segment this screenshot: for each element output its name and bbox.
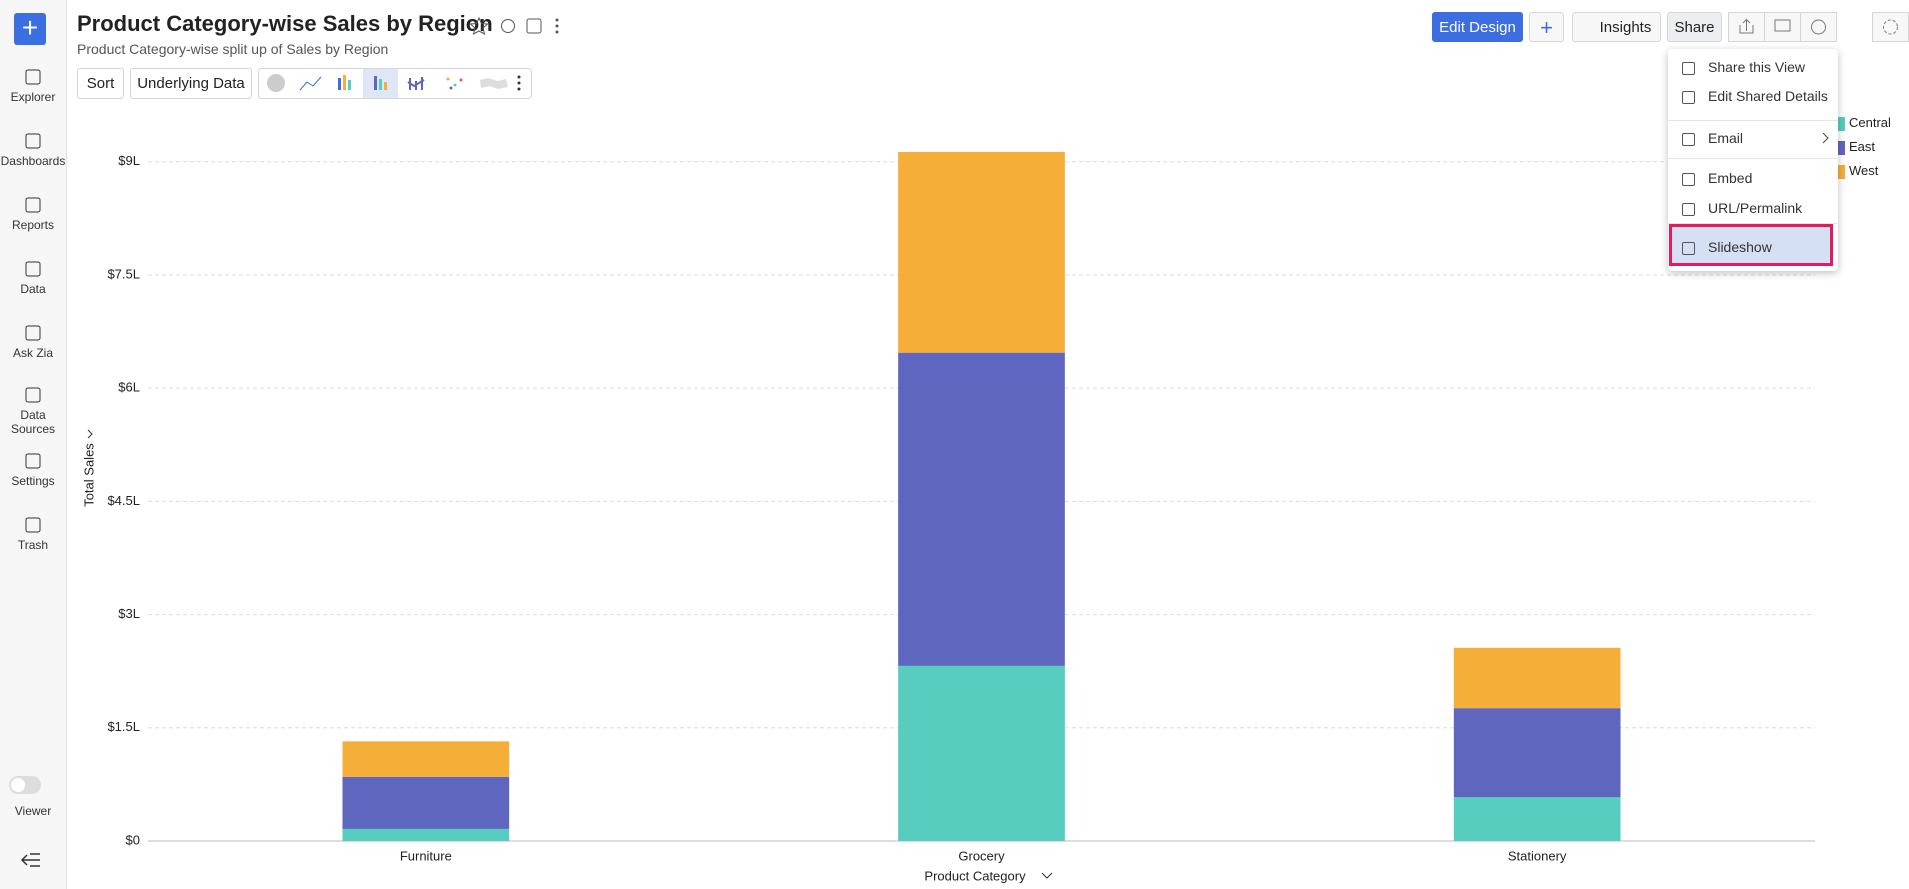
x-tick-label: Furniture	[400, 848, 452, 863]
menu-icon	[1682, 91, 1695, 104]
menu-icon	[1682, 62, 1695, 75]
viewer-toggle[interactable]	[9, 776, 41, 794]
sidebar-icon	[25, 325, 41, 341]
sidebar-icon	[25, 197, 41, 213]
menu-item[interactable]: Edit Shared Details	[1708, 88, 1828, 104]
bar-segment[interactable]	[898, 665, 1065, 841]
sidebar-label: Settings	[11, 474, 55, 488]
edit-design-button[interactable]: Edit Design	[1432, 12, 1523, 42]
y-tick-label: $4.5L	[107, 493, 140, 508]
bar-segment[interactable]	[342, 776, 510, 829]
sidebar-item[interactable]: Trash	[0, 516, 66, 552]
sidebar: + Viewer Explorer Dashboards Reports Data As…	[0, 0, 67, 889]
legend-item[interactable]: West	[1838, 163, 1878, 179]
bar-segment[interactable]	[898, 352, 1065, 666]
legend-item[interactable]: East	[1838, 139, 1875, 155]
bar-segment[interactable]	[1453, 647, 1621, 709]
x-tick-label: Grocery	[958, 848, 1005, 863]
sidebar-item[interactable]: Data	[0, 260, 66, 296]
sort-button[interactable]: Sort	[77, 68, 124, 99]
subtitle: Product Category-wise split up of Sales …	[77, 41, 389, 57]
legend-item[interactable]: Central	[1838, 115, 1891, 131]
sidebar-icon	[25, 69, 41, 85]
sidebar-label: Data	[20, 282, 46, 296]
legend-label: East	[1849, 139, 1876, 154]
underlying-data-button[interactable]: Underlying Data	[130, 68, 252, 99]
y-tick-label: $6L	[118, 380, 140, 395]
bar-segment[interactable]	[342, 828, 510, 841]
highlight-box	[1669, 224, 1833, 266]
menu-icon	[1682, 242, 1695, 255]
menu-item[interactable]: Share this View	[1708, 59, 1806, 75]
menu-icon	[1682, 203, 1695, 216]
bar-segment[interactable]	[342, 741, 510, 777]
header-icons[interactable]	[1728, 12, 1909, 42]
add-button[interactable]: +	[14, 13, 46, 45]
sidebar-item[interactable]: Data Sources	[0, 386, 66, 436]
chart-type-switcher[interactable]	[258, 68, 532, 99]
bar-segment[interactable]	[1453, 708, 1621, 798]
x-axis-label[interactable]: Product Category	[924, 868, 1026, 883]
collapse-icon[interactable]	[20, 852, 42, 868]
sidebar-item[interactable]: Ask Zia	[0, 324, 66, 360]
separator	[1668, 223, 1838, 224]
add-button[interactable]: +	[1529, 12, 1564, 42]
sidebar-icon	[25, 453, 41, 469]
axis-arrow	[1041, 872, 1053, 879]
y-tick-label: $0	[126, 832, 140, 847]
sidebar-icon	[25, 517, 41, 533]
sidebar-icon	[25, 261, 41, 277]
bar-segment[interactable]	[898, 151, 1065, 353]
sidebar-item[interactable]: Settings	[0, 452, 66, 488]
y-tick-label: $7.5L	[107, 266, 140, 281]
menu-item[interactable]: Email	[1708, 130, 1744, 146]
sidebar-label: Trash	[17, 538, 49, 552]
insights-button[interactable]: Insights	[1572, 12, 1661, 42]
sidebar-label: Explorer	[10, 90, 56, 104]
separator	[1668, 158, 1838, 159]
menu-item[interactable]: Embed	[1708, 170, 1753, 186]
title: Product Category-wise Sales by Region	[77, 11, 493, 36]
x-tick-label: Stationery	[1508, 848, 1567, 863]
legend-label: West	[1849, 163, 1879, 178]
bar-segment[interactable]	[1453, 797, 1621, 841]
y-tick-label: $9L	[118, 153, 140, 168]
sidebar-icon	[25, 387, 41, 403]
sidebar-item[interactable]: Reports	[0, 196, 66, 232]
sidebar-label: Ask Zia	[12, 346, 53, 360]
sidebar-item[interactable]: Dashboards	[0, 132, 66, 168]
legend-swatch	[1838, 140, 1845, 155]
viewer-label: Viewer	[14, 804, 52, 818]
separator	[1668, 120, 1838, 121]
title-actions[interactable]	[470, 16, 565, 36]
sidebar-icon	[25, 133, 41, 149]
sidebar-label: Dashboards	[0, 154, 66, 168]
legend-swatch	[1838, 116, 1845, 131]
y-tick-label: $3L	[118, 606, 140, 621]
sidebar-item[interactable]: Explorer	[0, 68, 66, 104]
legend-swatch	[1838, 164, 1845, 179]
y-axis-label: Total Sales	[81, 443, 96, 507]
legend-label: Central	[1849, 115, 1891, 130]
menu-item[interactable]: URL/Permalink	[1708, 200, 1803, 216]
submenu-arrow	[1822, 132, 1829, 144]
share-menu: Share this View Edit Shared Details Email E…	[1668, 49, 1838, 271]
axis-arrow	[87, 429, 93, 439]
menu-icon	[1682, 173, 1695, 186]
menu-item[interactable]: Slideshow	[1708, 239, 1772, 255]
menu-icon	[1682, 133, 1695, 146]
y-tick-label: $1.5L	[107, 719, 140, 734]
share-button[interactable]: Share	[1667, 12, 1722, 42]
sidebar-label: Data Sources	[10, 408, 56, 436]
sidebar-label: Reports	[11, 218, 55, 232]
